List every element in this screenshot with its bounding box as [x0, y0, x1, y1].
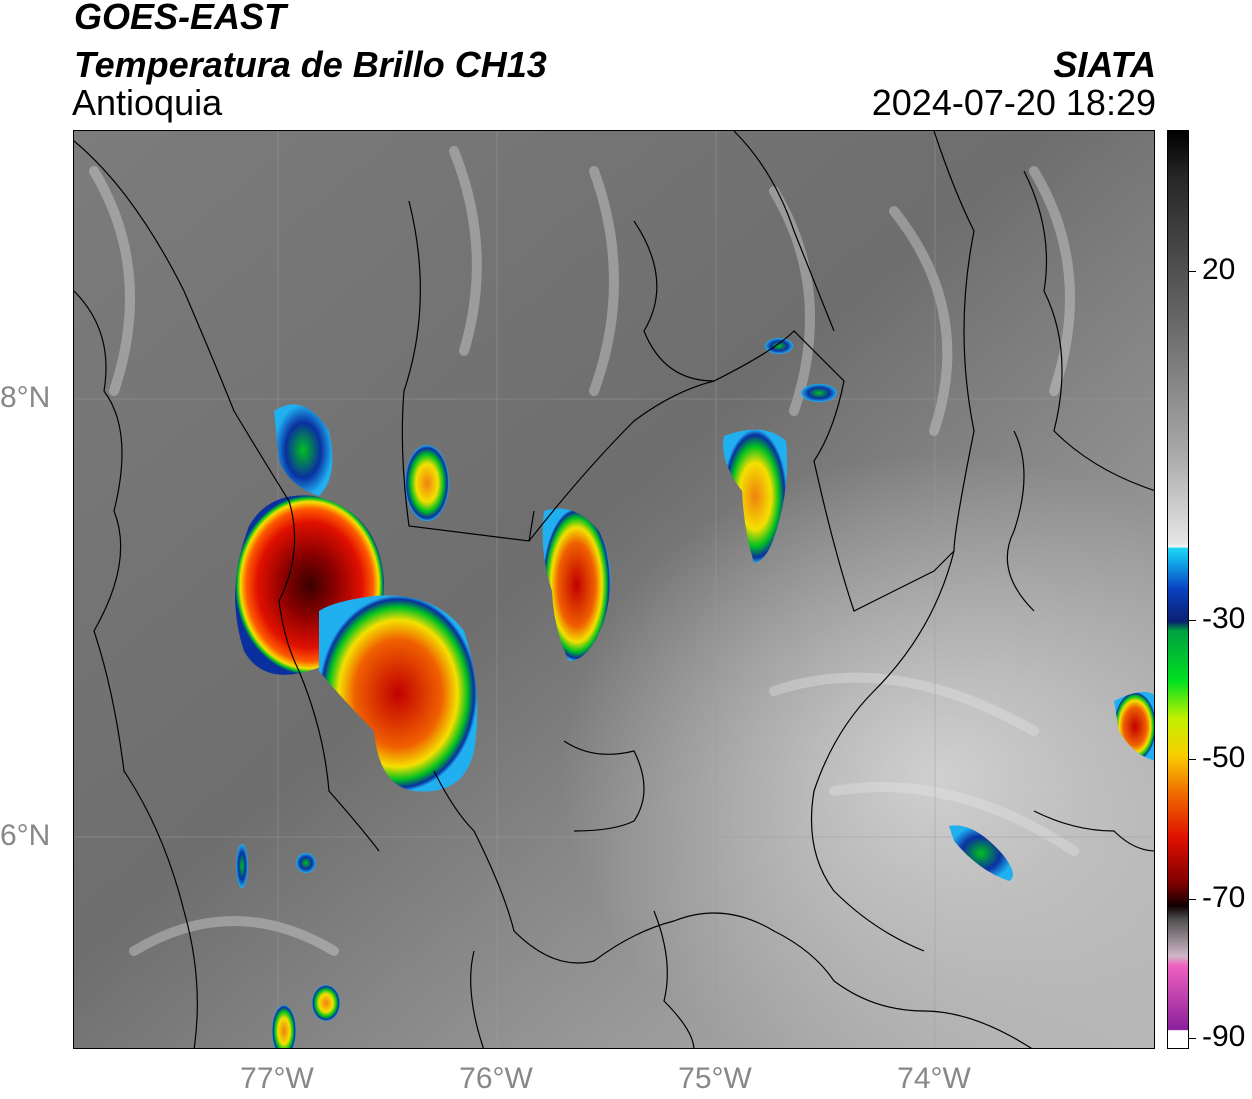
colorbar-label-minus70: -70 — [1202, 881, 1246, 914]
lon-label-74w: 74°W — [897, 1062, 971, 1095]
colorbar-tick-minus70 — [1189, 899, 1196, 900]
colorbar-label-20: 20 — [1202, 253, 1236, 286]
map-svg — [74, 131, 1154, 1048]
satellite-map — [73, 130, 1155, 1049]
colorbar-tick-minus30 — [1189, 620, 1196, 621]
colorbar-svg — [1168, 131, 1188, 1048]
colorbar-label-minus90: -90 — [1202, 1020, 1246, 1053]
agency-label: SIATA — [1053, 44, 1156, 85]
lat-label-6n: 6°N — [0, 819, 51, 852]
product-title: Temperatura de Brillo CH13 — [74, 44, 547, 85]
colorbar — [1167, 130, 1189, 1049]
lat-label-8n: 8°N — [0, 381, 51, 414]
lon-label-75w: 75°W — [678, 1062, 752, 1095]
satellite-title: GOES-EAST — [74, 0, 287, 37]
lon-label-77w: 77°W — [240, 1062, 314, 1095]
datetime-label: 2024-07-20 18:29 — [871, 82, 1156, 123]
colorbar-tick-minus50 — [1189, 759, 1196, 760]
colorbar-label-minus30: -30 — [1202, 602, 1246, 635]
colorbar-tick-20 — [1189, 271, 1196, 272]
colorbar-label-minus50: -50 — [1202, 741, 1246, 774]
storm-cells — [235, 338, 1154, 1048]
lon-label-76w: 76°W — [459, 1062, 533, 1095]
region-label: Antioquia — [72, 82, 223, 123]
colorbar-tick-minus90 — [1189, 1038, 1196, 1039]
boundaries — [74, 131, 1154, 1048]
